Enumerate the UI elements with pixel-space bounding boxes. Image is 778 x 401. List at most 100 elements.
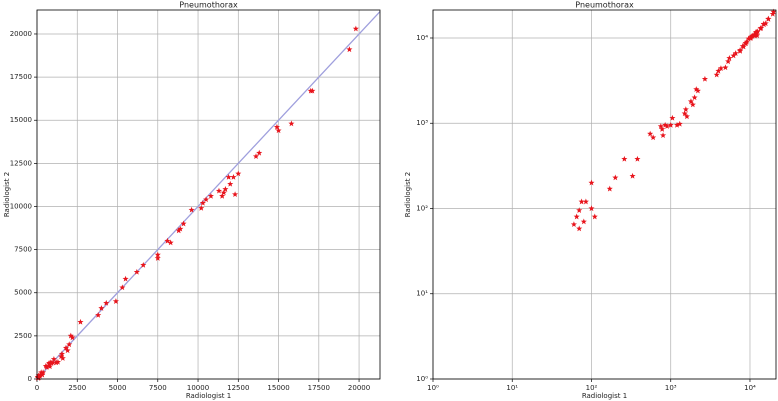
- point: [77, 318, 84, 325]
- point: [612, 174, 619, 181]
- y-axis-label: Radiologist 2: [404, 172, 412, 217]
- y-tick-label: 7500: [14, 246, 32, 254]
- x-tick-label: 0: [35, 384, 39, 392]
- point: [621, 155, 628, 162]
- point: [133, 268, 140, 275]
- point: [693, 86, 700, 92]
- point: [629, 172, 636, 179]
- point: [98, 305, 105, 311]
- point: [650, 134, 657, 141]
- point: [50, 355, 57, 362]
- point: [722, 64, 729, 71]
- y-axis-label: Radiologist 2: [3, 172, 11, 217]
- x-tick-label: 5000: [109, 384, 127, 392]
- point: [765, 15, 772, 22]
- point: [691, 94, 698, 101]
- point: [760, 21, 767, 28]
- point: [770, 8, 777, 15]
- point: [580, 218, 587, 225]
- point: [667, 121, 674, 128]
- point: [37, 371, 44, 378]
- point: [570, 221, 577, 228]
- point: [67, 332, 74, 339]
- point: [256, 149, 263, 156]
- point: [207, 192, 214, 199]
- point: [288, 120, 295, 127]
- point: [352, 25, 359, 32]
- x-tick-label: 10¹: [506, 384, 518, 392]
- chart-title: Pneumothorax: [575, 1, 634, 10]
- x-tick-label: 20000: [348, 384, 370, 392]
- y-tick-label: 20000: [10, 30, 32, 38]
- point: [219, 192, 226, 199]
- point: [39, 371, 46, 378]
- x-tick-label: 10³: [665, 384, 677, 392]
- x-tick-label: 15000: [267, 384, 289, 392]
- point: [59, 355, 66, 361]
- point: [42, 362, 49, 369]
- point: [230, 173, 237, 180]
- point: [588, 205, 595, 212]
- y-tick-label: 10⁰: [416, 375, 428, 383]
- point: [726, 54, 733, 61]
- point: [273, 123, 280, 130]
- point: [199, 199, 206, 206]
- point: [53, 359, 60, 366]
- x-tick-label: 2500: [68, 384, 86, 392]
- point: [660, 132, 667, 138]
- x-tick-label: 10²: [586, 384, 598, 392]
- point: [62, 344, 70, 351]
- point: [50, 359, 57, 366]
- point: [743, 38, 750, 45]
- point: [40, 369, 47, 376]
- y-tick-label: 0: [28, 375, 32, 383]
- x-tick-label: 12500: [227, 384, 249, 392]
- point: [682, 106, 689, 113]
- point: [275, 127, 282, 134]
- point: [694, 87, 701, 94]
- point: [58, 350, 65, 357]
- y-tick-label: 17500: [10, 73, 32, 81]
- y-tick-label: 10⁴: [416, 34, 428, 42]
- point: [725, 58, 732, 65]
- point: [175, 227, 182, 234]
- point: [730, 52, 737, 59]
- plot-frame: [432, 9, 777, 380]
- y-tick-label: 10¹: [416, 290, 428, 298]
- point: [232, 191, 239, 197]
- point: [154, 251, 161, 258]
- point: [664, 123, 671, 129]
- point: [740, 43, 747, 50]
- point: [43, 364, 50, 370]
- point: [122, 275, 129, 282]
- point: [346, 46, 353, 53]
- point: [95, 311, 102, 318]
- point: [180, 220, 187, 227]
- point: [58, 353, 65, 360]
- point: [715, 67, 722, 74]
- point: [737, 46, 744, 53]
- x-tick-label: 17500: [308, 384, 330, 392]
- point: [647, 130, 654, 137]
- x-axis-label: Radiologist 1: [186, 392, 231, 400]
- point: [754, 28, 761, 35]
- point: [676, 120, 683, 127]
- point: [634, 155, 641, 162]
- point: [222, 186, 229, 192]
- point: [745, 35, 752, 42]
- point: [64, 347, 71, 354]
- point: [220, 189, 227, 196]
- x-tick-label: 10000: [187, 384, 209, 392]
- point: [576, 207, 583, 213]
- point: [713, 71, 720, 78]
- y-tick-label: 10²: [416, 204, 428, 212]
- point: [119, 284, 126, 291]
- y-tick-label: 12500: [10, 159, 32, 167]
- point: [203, 196, 210, 203]
- point: [573, 213, 580, 220]
- point: [657, 123, 664, 129]
- point: [46, 363, 53, 370]
- point: [582, 198, 589, 205]
- point: [717, 65, 724, 71]
